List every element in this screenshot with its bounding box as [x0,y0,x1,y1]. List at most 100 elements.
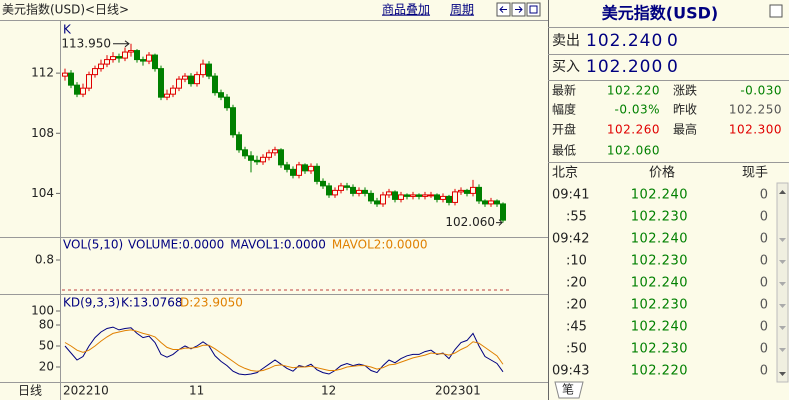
candle-body [206,63,212,77]
scroll-marks [779,238,786,352]
y-tick-label: 112 [31,66,54,80]
candle-body [464,189,470,194]
trade-time: :20 [566,298,587,313]
candle-body [242,149,248,157]
high-arrow [113,40,130,48]
x-tick-label: 202210 [63,384,109,398]
candle-body [134,50,140,61]
buy-size: 0 [667,57,679,77]
candle-body [236,134,242,151]
scrollbar [776,182,789,383]
candle-body [164,93,170,98]
candle-body [284,164,290,170]
trade-time: :20 [566,276,587,291]
scroll-up[interactable] [779,190,786,194]
button[interactable] [526,2,541,17]
candle-body [296,164,302,176]
candle-body [350,186,356,194]
x-tick-label: 11 [189,384,204,398]
field-value: 102.300 [729,123,782,137]
high-label: 113.950 [61,36,111,50]
candle-body [170,87,176,95]
y-tick-label: 100 [31,304,54,318]
vol-item: VOLUME:0.0000 [128,238,224,252]
kd-line-k [64,326,504,376]
trade-time: :50 [566,342,587,357]
icon [499,6,507,13]
trade-size: 0 [760,210,768,225]
candle-body [476,186,482,202]
candle-body [308,165,314,172]
candle-body [146,54,152,62]
trade-size: 0 [760,298,768,313]
buy-label: 买入 [552,59,580,75]
candle-body [326,185,332,196]
candle-body [224,96,230,109]
candle-body [152,54,158,70]
x-tick-label: 202301 [435,384,481,398]
trade-price: 102.230 [631,254,688,269]
candle-body [500,203,506,221]
candle-body [356,189,362,194]
trade-time: :45 [566,320,587,335]
candle-body [122,51,128,59]
low-label: 102.060 [445,215,495,229]
overlay-link[interactable]: 商品叠加 [382,2,430,17]
field-value: 102.260 [607,123,660,137]
candle-body [302,164,308,172]
trade-size: 0 [760,254,768,269]
vol-item: MAVOL2:0.0000 [332,238,428,252]
candle-body [458,189,464,193]
candle-body [212,75,218,94]
candle-body [428,194,434,197]
tab-label[interactable]: 笔 [562,382,574,397]
tab[interactable] [554,381,584,399]
icon [529,5,538,14]
trade-price: 102.240 [631,320,688,335]
kd-title: KD(9,3,3) [63,296,120,310]
low-arrow [496,219,503,226]
candle-body [452,191,458,203]
trade-time: 09:41 [552,188,589,203]
candle-body [74,84,80,95]
scroll-down[interactable] [779,372,786,376]
candle-body [404,194,410,197]
trade-size: 0 [760,232,768,247]
candle-body [278,149,284,166]
quote-name: 美元指数(USD) [602,4,718,23]
field-value: 102.250 [729,103,782,117]
candle-body [254,159,260,163]
trade-price: 102.230 [631,210,688,225]
field-label: 最新 [552,83,576,98]
sell-size: 0 [667,31,679,51]
period-link[interactable]: 周期 [450,3,474,17]
candle-body [248,155,254,161]
candle-body [200,63,206,76]
candle-body [128,50,134,53]
vol-item: MAVOL1:0.0000 [230,238,326,252]
candle-body [188,75,194,85]
candle-body [362,189,368,194]
field-label: 昨收 [673,103,697,117]
field-value: -0.030 [740,84,782,98]
field-value: -0.03% [615,103,660,117]
y-tick-label: 20 [39,360,54,374]
field-label: 最高 [673,122,697,137]
trade-time: :10 [566,254,587,269]
panel-button[interactable] [769,4,783,18]
trades-col: 现手 [742,166,768,181]
field-value: 102.220 [607,84,660,98]
y-tick-label: 80 [39,318,54,332]
sell-price: 102.240 [586,31,663,51]
trade-price: 102.240 [631,232,688,247]
trade-time: 09:43 [552,364,589,379]
y-tick-label: 0.8 [35,253,54,267]
candle-body [374,200,380,205]
sell-label: 卖出 [552,33,580,49]
candle-body [386,191,392,196]
candle-body [158,68,164,98]
candle-body [266,152,272,158]
candle-body [110,56,116,61]
trade-size: 0 [760,364,768,379]
